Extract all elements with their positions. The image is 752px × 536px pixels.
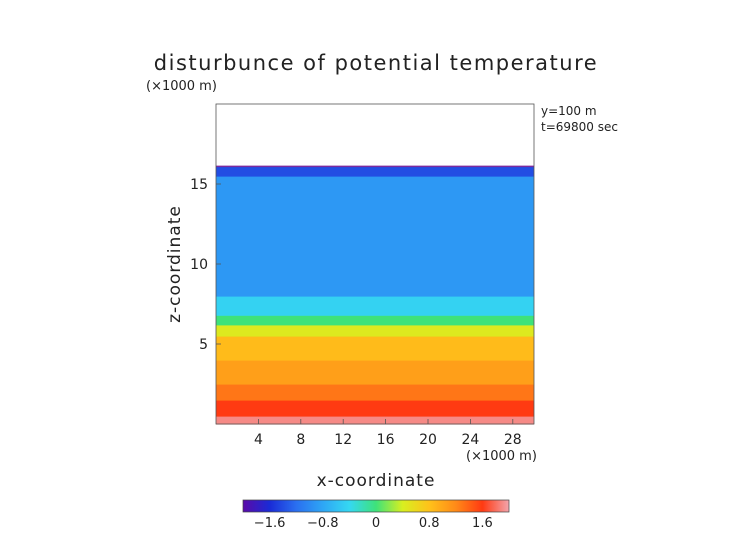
colorbar-tick-label: 0.8 (419, 516, 440, 531)
x-axis-label: x-coordinate (317, 471, 436, 491)
x-tick-label: 8 (296, 432, 305, 448)
contour-layer (216, 176, 534, 297)
colorbar-ticks: −1.6 −0.8 0 0.8 1.6 (254, 516, 493, 531)
x-tick-label: 28 (504, 432, 522, 448)
x-tick-label: 20 (419, 432, 437, 448)
contour-layer (216, 360, 534, 385)
contour-layer (216, 166, 534, 177)
x-tick-label: 24 (461, 432, 479, 448)
y-tick-label: 15 (190, 177, 208, 193)
annotation-t: t=69800 sec (541, 120, 618, 134)
contour-layer (216, 400, 534, 417)
contour-layer (216, 416, 534, 425)
contour-layer (216, 315, 534, 326)
colorbar-tick-label: −0.8 (307, 516, 339, 531)
y-axis-ticks: 5 10 15 (190, 177, 221, 353)
y-tick-label: 10 (190, 257, 208, 273)
y-unit-label: (×1000 m) (146, 79, 217, 94)
x-tick-label: 12 (334, 432, 352, 448)
contour-layer (216, 336, 534, 361)
colorbar-tick-label: 1.6 (472, 516, 493, 531)
x-tick-label: 4 (254, 432, 263, 448)
colorbar (242, 499, 510, 513)
plot-area (216, 165, 534, 425)
x-tick-label: 16 (377, 432, 395, 448)
x-axis-ticks: 4 8 12 16 20 24 28 (254, 419, 522, 448)
x-unit-label: (×1000 m) (466, 449, 537, 464)
contour-layer (216, 324, 534, 337)
colorbar-tick-label: −1.6 (254, 516, 286, 531)
y-axis-label: z-coordinate (165, 205, 185, 323)
chart-title: disturbunce of potential temperature (154, 51, 598, 75)
y-tick-label: 5 (199, 337, 208, 353)
colorbar-tick-label: 0 (372, 516, 380, 531)
contour-layer (216, 384, 534, 401)
annotation-y: y=100 m (541, 104, 597, 118)
contour-layer (216, 296, 534, 316)
